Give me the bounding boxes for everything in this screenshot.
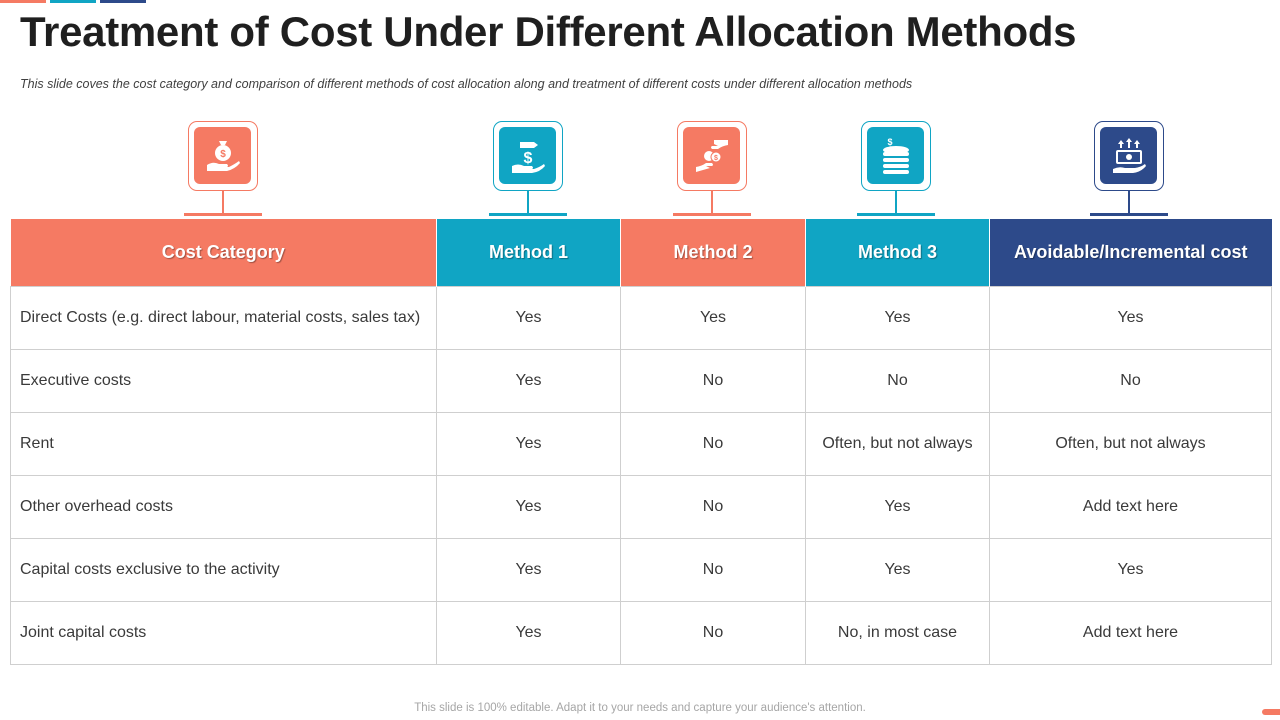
cell-method-2: No bbox=[620, 538, 806, 602]
cell-category: Rent bbox=[10, 412, 437, 476]
cell-method-3: Yes bbox=[805, 538, 990, 602]
dollar-hand-icon: $ bbox=[499, 127, 556, 184]
coin-stack-icon: $ bbox=[867, 127, 924, 184]
table-row: Direct Costs (e.g. direct labour, materi… bbox=[10, 286, 1272, 350]
header-cost-category: Cost Category bbox=[10, 219, 437, 287]
table-row: Executive costs Yes No No No bbox=[10, 349, 1272, 413]
header-avoidable-cost: Avoidable/Incremental cost bbox=[989, 219, 1272, 287]
table-row: Capital costs exclusive to the activity … bbox=[10, 538, 1272, 602]
cell-method-2: Yes bbox=[620, 286, 806, 350]
cell-avoidable-cost: Add text here bbox=[989, 475, 1272, 539]
cell-method-1: Yes bbox=[436, 349, 621, 413]
cell-avoidable-cost: No bbox=[989, 349, 1272, 413]
icon-column-avoidable-cost bbox=[1090, 121, 1170, 217]
cell-method-3: No, in most case bbox=[805, 601, 990, 665]
cell-method-1: Yes bbox=[436, 412, 621, 476]
table-row: Joint capital costs Yes No No, in most c… bbox=[10, 601, 1272, 665]
cell-category: Executive costs bbox=[10, 349, 437, 413]
cell-avoidable-cost: Yes bbox=[989, 286, 1272, 350]
table-row: Other overhead costs Yes No Yes Add text… bbox=[10, 475, 1272, 539]
svg-text:$: $ bbox=[220, 149, 226, 160]
cell-method-2: No bbox=[620, 412, 806, 476]
cell-method-1: Yes bbox=[436, 538, 621, 602]
corner-accent bbox=[1262, 709, 1280, 715]
cell-avoidable-cost: Often, but not always bbox=[989, 412, 1272, 476]
icon-column-cost-category: $ bbox=[184, 121, 264, 217]
header-method-2: Method 2 bbox=[620, 219, 806, 287]
cell-method-1: Yes bbox=[436, 286, 621, 350]
header-method-1: Method 1 bbox=[436, 219, 621, 287]
icon-column-method-1: $ bbox=[489, 121, 569, 217]
cell-method-3: Often, but not always bbox=[805, 412, 990, 476]
cell-method-2: No bbox=[620, 349, 806, 413]
icon-column-method-2: $ bbox=[673, 121, 753, 217]
cell-category: Other overhead costs bbox=[10, 475, 437, 539]
svg-text:$: $ bbox=[887, 137, 892, 147]
cell-method-3: Yes bbox=[805, 475, 990, 539]
cell-avoidable-cost: Yes bbox=[989, 538, 1272, 602]
slide-title: Treatment of Cost Under Different Alloca… bbox=[20, 8, 1077, 55]
header-method-3: Method 3 bbox=[805, 219, 990, 287]
cell-method-2: No bbox=[620, 475, 806, 539]
icon-column-method-3: $ bbox=[857, 121, 937, 217]
slide-footer-note: This slide is 100% editable. Adapt it to… bbox=[414, 702, 866, 714]
cell-method-1: Yes bbox=[436, 601, 621, 665]
coin-exchange-hands-icon: $ bbox=[683, 127, 740, 184]
table-row: Rent Yes No Often, but not always Often,… bbox=[10, 412, 1272, 476]
cell-method-2: No bbox=[620, 601, 806, 665]
cell-method-3: No bbox=[805, 349, 990, 413]
slide-subtitle: This slide coves the cost category and c… bbox=[20, 77, 913, 91]
cost-allocation-table: Cost Category Method 1 Method 2 Method 3… bbox=[10, 219, 1272, 665]
money-bag-hand-icon: $ bbox=[194, 127, 251, 184]
cell-method-1: Yes bbox=[436, 475, 621, 539]
cell-avoidable-cost: Add text here bbox=[989, 601, 1272, 665]
cell-category: Direct Costs (e.g. direct labour, materi… bbox=[10, 286, 437, 350]
table-header-row: Cost Category Method 1 Method 2 Method 3… bbox=[10, 219, 1272, 287]
svg-text:$: $ bbox=[714, 155, 718, 162]
cell-category: Capital costs exclusive to the activity bbox=[10, 538, 437, 602]
svg-text:$: $ bbox=[523, 150, 532, 167]
cell-method-3: Yes bbox=[805, 286, 990, 350]
cell-category: Joint capital costs bbox=[10, 601, 437, 665]
cash-growth-icon bbox=[1100, 127, 1157, 184]
